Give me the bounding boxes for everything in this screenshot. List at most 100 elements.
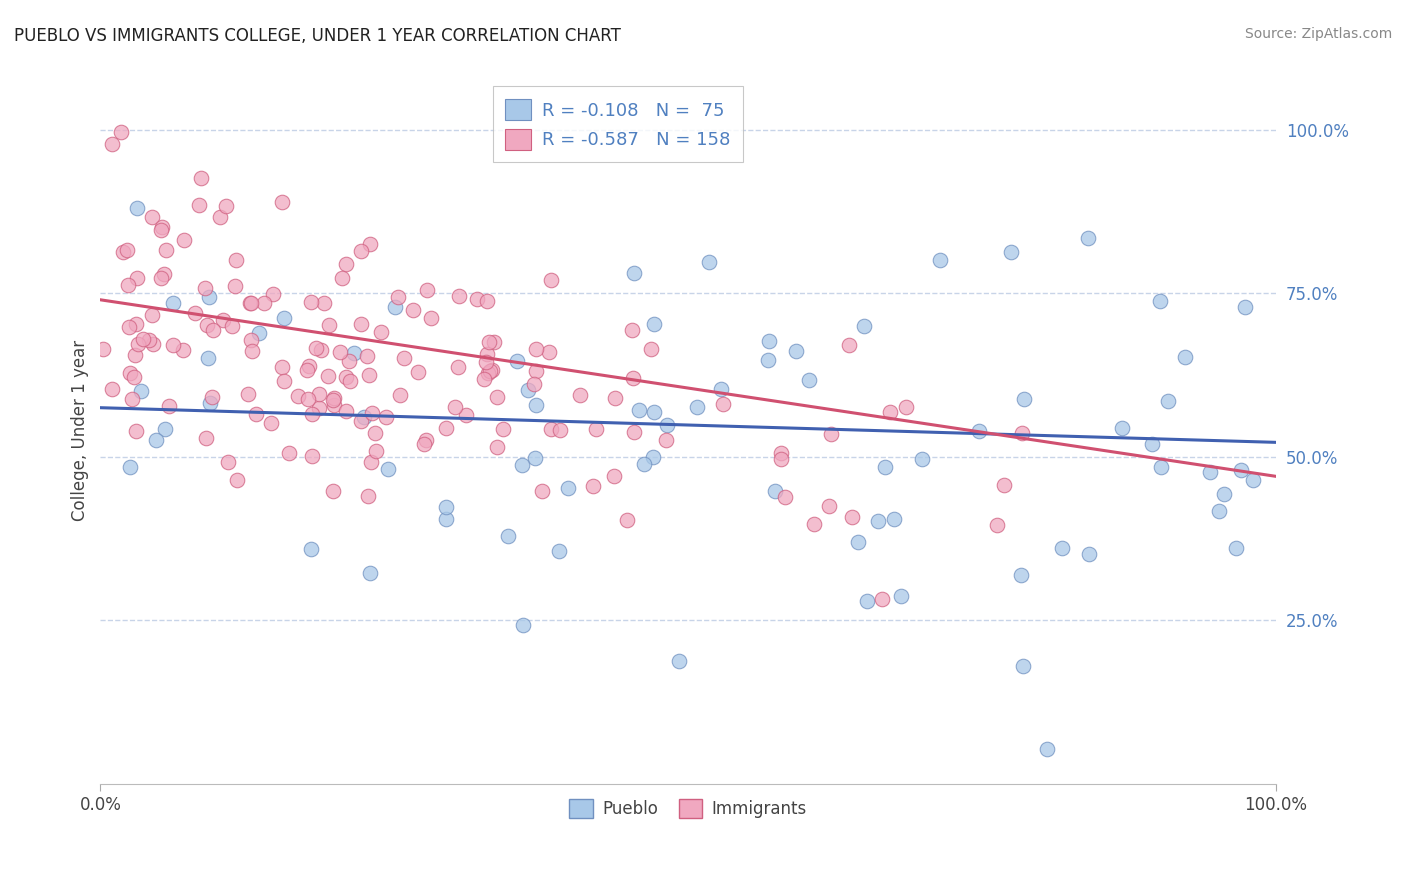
Point: [713, 397, 735, 411]
Text: Source: ZipAtlas.com: Source: ZipAtlas.com: [1244, 27, 1392, 41]
Point: [523, 451, 546, 466]
Point: [239, 296, 262, 310]
Text: PUEBLO VS IMMIGRANTS COLLEGE, UNDER 1 YEAR CORRELATION CHART: PUEBLO VS IMMIGRANTS COLLEGE, UNDER 1 YE…: [14, 27, 621, 45]
Point: [413, 437, 436, 451]
Point: [585, 422, 607, 436]
Point: [318, 318, 340, 333]
Point: [758, 334, 780, 348]
Point: [225, 253, 247, 268]
Point: [110, 125, 132, 139]
Point: [890, 589, 912, 603]
Point: [454, 409, 477, 423]
Point: [1229, 463, 1251, 477]
Point: [359, 566, 381, 580]
Point: [314, 296, 336, 310]
Point: [986, 517, 1008, 532]
Point: [623, 425, 645, 439]
Point: [967, 424, 990, 438]
Point: [195, 318, 218, 333]
Point: [356, 349, 378, 363]
Point: [852, 318, 875, 333]
Point: [655, 433, 678, 447]
Point: [387, 290, 409, 304]
Point: [253, 296, 276, 310]
Point: [436, 511, 458, 525]
Point: [697, 255, 720, 269]
Point: [374, 409, 396, 424]
Point: [641, 450, 664, 464]
Point: [124, 370, 146, 384]
Point: [1198, 465, 1220, 479]
Point: [1156, 394, 1178, 409]
Point: [370, 325, 392, 339]
Point: [896, 400, 918, 414]
Point: [198, 289, 221, 303]
Point: [157, 399, 180, 413]
Point: [481, 363, 503, 377]
Point: [643, 405, 665, 419]
Point: [482, 335, 505, 350]
Point: [277, 446, 299, 460]
Point: [1000, 245, 1022, 260]
Point: [132, 332, 155, 346]
Point: [101, 383, 124, 397]
Point: [523, 377, 546, 392]
Point: [298, 359, 321, 373]
Point: [557, 481, 579, 495]
Point: [359, 237, 381, 252]
Point: [538, 345, 561, 359]
Point: [120, 459, 142, 474]
Point: [524, 364, 547, 378]
Point: [190, 171, 212, 186]
Point: [879, 405, 901, 419]
Point: [188, 198, 211, 212]
Point: [388, 387, 411, 401]
Point: [1078, 547, 1101, 561]
Point: [582, 479, 605, 493]
Point: [402, 302, 425, 317]
Point: [1150, 460, 1173, 475]
Point: [155, 243, 177, 257]
Point: [1241, 473, 1264, 487]
Point: [239, 296, 262, 310]
Point: [1142, 436, 1164, 450]
Point: [797, 373, 820, 387]
Point: [297, 392, 319, 406]
Point: [273, 374, 295, 388]
Point: [301, 294, 323, 309]
Point: [131, 384, 153, 398]
Y-axis label: College, Under 1 year: College, Under 1 year: [72, 340, 89, 521]
Point: [569, 388, 592, 402]
Point: [118, 319, 141, 334]
Point: [350, 318, 373, 332]
Point: [224, 279, 246, 293]
Point: [531, 483, 554, 498]
Point: [270, 360, 292, 375]
Point: [817, 499, 839, 513]
Point: [803, 516, 825, 531]
Point: [873, 459, 896, 474]
Point: [322, 484, 344, 499]
Point: [153, 267, 176, 281]
Point: [1208, 504, 1230, 518]
Point: [1225, 541, 1247, 556]
Point: [305, 342, 328, 356]
Point: [498, 528, 520, 542]
Point: [1052, 541, 1074, 555]
Point: [330, 270, 353, 285]
Point: [149, 270, 172, 285]
Point: [770, 446, 793, 460]
Point: [322, 398, 344, 412]
Point: [141, 308, 163, 322]
Point: [335, 370, 357, 384]
Point: [415, 433, 437, 447]
Point: [145, 433, 167, 447]
Point: [1111, 421, 1133, 435]
Point: [434, 500, 457, 514]
Point: [770, 452, 793, 467]
Point: [668, 654, 690, 668]
Point: [621, 323, 644, 337]
Point: [517, 384, 540, 398]
Point: [308, 401, 330, 416]
Point: [467, 292, 489, 306]
